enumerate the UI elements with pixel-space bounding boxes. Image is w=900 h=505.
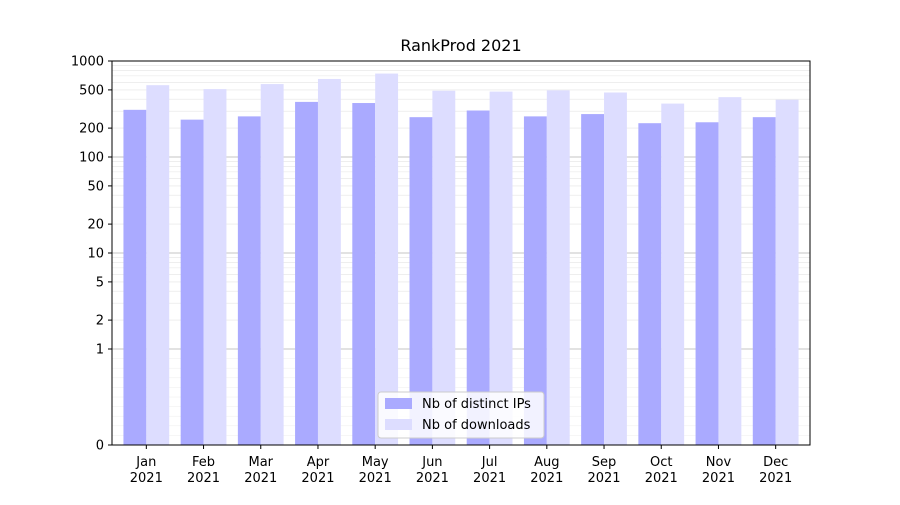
x-tick-label-year: 2021: [702, 471, 735, 486]
bar-distinct-ips: [409, 117, 433, 445]
y-tick-label: 1000: [71, 55, 104, 70]
bar-downloads: [775, 99, 799, 445]
x-tick-label-month: Nov: [706, 455, 732, 470]
bar-downloads: [489, 91, 513, 446]
bar-distinct-ips: [695, 122, 719, 446]
x-tick-label-year: 2021: [473, 471, 506, 486]
x-tick-label-month: Jan: [135, 455, 156, 470]
chart-title: RankProd 2021: [400, 36, 521, 55]
x-tick-label-year: 2021: [530, 471, 563, 486]
bar-distinct-ips: [180, 119, 204, 446]
y-tick-label: 500: [79, 83, 104, 98]
bar-downloads: [546, 90, 570, 445]
x-tick-label-month: Feb: [192, 455, 215, 470]
y-tick-label: 1: [96, 343, 104, 358]
bar-downloads: [718, 97, 742, 446]
legend-box: [377, 391, 545, 439]
x-tick-label-month: Mar: [248, 455, 273, 470]
x-tick-label-year: 2021: [416, 471, 449, 486]
x-axis: Jan2021Feb2021Mar2021Apr2021May2021Jun20…: [130, 445, 792, 486]
bars: [123, 73, 799, 446]
bar-downloads: [317, 78, 341, 445]
legend-swatch-distinct-ips: [385, 398, 412, 409]
bar-downloads: [604, 92, 627, 445]
bar-downloads: [375, 73, 399, 445]
x-tick-label-year: 2021: [759, 471, 792, 486]
y-tick-label: 200: [79, 122, 104, 137]
x-tick-label-year: 2021: [359, 471, 392, 486]
x-tick-label-month: Jul: [481, 455, 498, 470]
bar-downloads: [432, 90, 456, 445]
legend-label-distinct-ips: Nb of distinct IPs: [422, 397, 531, 412]
y-tick-label: 20: [87, 218, 104, 233]
bar-distinct-ips: [352, 103, 376, 445]
y-tick-label: 5: [96, 275, 104, 290]
y-tick-label: 100: [79, 151, 104, 166]
bar-distinct-ips: [638, 123, 662, 445]
bar-distinct-ips: [752, 117, 776, 445]
x-tick-label-year: 2021: [130, 471, 163, 486]
y-tick-label: 10: [87, 247, 104, 262]
bar-downloads: [203, 89, 227, 445]
y-tick-label: 50: [87, 179, 104, 194]
bar-distinct-ips: [466, 110, 490, 446]
x-tick-label-month: Dec: [763, 455, 788, 470]
legend: Nb of distinct IPs Nb of downloads: [377, 391, 545, 439]
x-tick-label-year: 2021: [301, 471, 334, 486]
x-tick-label-month: Apr: [307, 455, 330, 470]
x-tick-label-year: 2021: [645, 471, 678, 486]
y-axis: 0 1 2 5 10 20 50 100 200 500 1000: [71, 55, 112, 454]
x-tick-label-month: May: [362, 455, 389, 470]
legend-label-downloads: Nb of downloads: [422, 418, 531, 433]
x-tick-label-month: Aug: [534, 455, 559, 470]
bar-distinct-ips: [237, 116, 261, 445]
x-tick-label-month: Sep: [592, 455, 617, 470]
bar-downloads: [661, 103, 685, 445]
x-tick-label-year: 2021: [244, 471, 277, 486]
x-tick-label-month: Jun: [421, 455, 442, 470]
x-tick-label-month: Oct: [650, 455, 672, 470]
x-tick-label-year: 2021: [187, 471, 220, 486]
bar-distinct-ips: [581, 114, 605, 446]
bar-distinct-ips: [295, 101, 318, 445]
bar-distinct-ips: [523, 116, 547, 445]
bar-downloads: [146, 85, 170, 445]
bar-distinct-ips: [123, 109, 147, 445]
x-tick-label-year: 2021: [587, 471, 620, 486]
y-tick-label: 0: [96, 439, 104, 454]
legend-swatch-downloads: [385, 419, 412, 430]
y-tick-label: 2: [96, 314, 104, 329]
bar-downloads: [260, 84, 284, 445]
